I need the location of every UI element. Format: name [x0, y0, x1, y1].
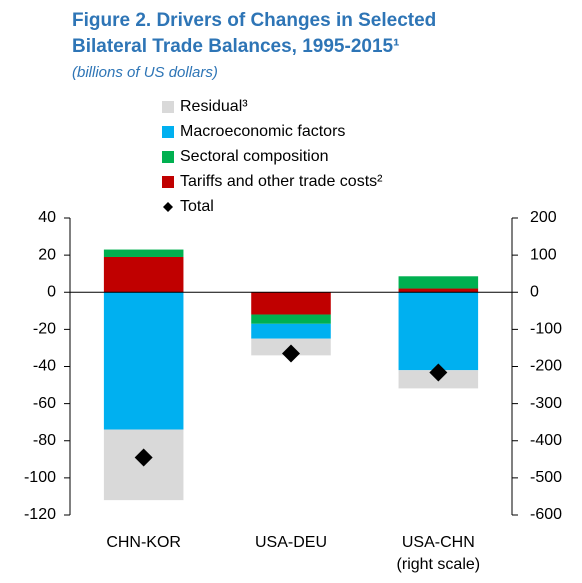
- legend-swatch: [163, 202, 173, 212]
- y2-tick-label: -400: [530, 432, 562, 449]
- bar-segment: [398, 288, 479, 293]
- total-marker: [282, 344, 300, 363]
- chart-subtitle: (billions of US dollars): [72, 64, 218, 81]
- y2-tick-label: 100: [530, 246, 557, 263]
- bar-segment: [251, 314, 331, 324]
- chart-title: Figure 2. Drivers of Changes in Selected…: [72, 10, 437, 57]
- y-tick-label: -120: [24, 506, 56, 523]
- y2-tick-label: -300: [530, 395, 562, 412]
- y-tick-label: 20: [38, 246, 56, 263]
- y-tick-label: -100: [24, 469, 56, 486]
- y-tick-label: 0: [47, 283, 56, 300]
- legend-label: Total: [180, 198, 214, 215]
- x-tick-label: USA-DEU: [254, 534, 327, 551]
- y2-tick-label: 0: [530, 283, 539, 300]
- total-marker: [134, 448, 153, 467]
- legend-label: Residual³: [180, 98, 248, 115]
- y-tick-label: -60: [33, 395, 56, 412]
- bar-segment: [398, 292, 479, 371]
- y-tick-label: -40: [33, 358, 56, 375]
- y-tick-label: -80: [33, 432, 56, 449]
- x-tick-label: USA-CHN (right scale): [396, 534, 481, 573]
- legend-swatch: [162, 126, 174, 138]
- legend-swatch: [162, 176, 174, 188]
- y2-tick-label: -600: [530, 506, 562, 523]
- legend-swatch: [162, 101, 174, 113]
- total-marker: [429, 363, 448, 382]
- bar-segment: [251, 323, 331, 339]
- bar-segment: [398, 276, 479, 289]
- legend-label: Tariffs and other trade costs²: [180, 173, 383, 190]
- bar-segment: [103, 256, 184, 293]
- bar-segment: [103, 292, 184, 430]
- y2-tick-label: -500: [530, 469, 562, 486]
- bar-segment: [251, 292, 331, 315]
- legend-label: Macroeconomic factors: [180, 123, 345, 140]
- bar-segment: [103, 249, 184, 257]
- y-tick-label: -20: [33, 321, 56, 338]
- y-tick-label: 40: [38, 209, 56, 226]
- legend-swatch: [162, 151, 174, 163]
- y2-tick-label: 200: [530, 209, 557, 226]
- legend-label: Sectoral composition: [180, 148, 329, 165]
- y2-tick-label: -200: [530, 358, 562, 375]
- x-tick-label: CHN-KOR: [106, 534, 181, 551]
- y2-tick-label: -100: [530, 321, 562, 338]
